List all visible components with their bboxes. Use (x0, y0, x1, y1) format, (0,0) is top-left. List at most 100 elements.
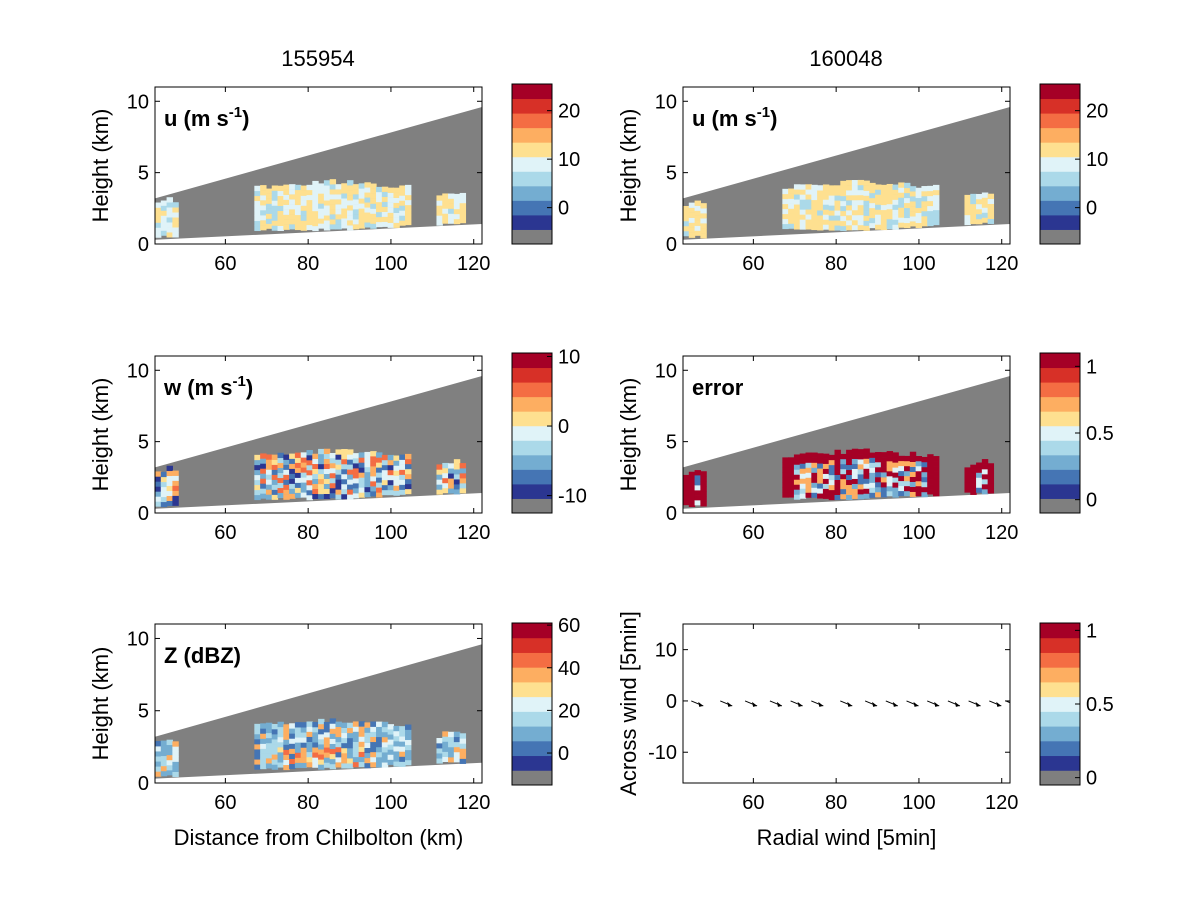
data-cell (323, 220, 331, 226)
data-cell (387, 729, 395, 735)
data-cell (300, 190, 308, 196)
data-cell (805, 492, 812, 498)
data-cell (254, 484, 261, 491)
data-cell (822, 463, 830, 469)
data-cell (811, 457, 818, 463)
data-cell (459, 748, 467, 754)
wind-arrow-head (698, 701, 704, 707)
data-cell (405, 204, 412, 211)
data-cell (817, 220, 824, 226)
x-tick-label: 80 (825, 522, 847, 544)
data-cell (347, 727, 354, 734)
data-cell (898, 207, 905, 213)
data-cell (851, 478, 859, 484)
data-cell (811, 219, 818, 226)
data-cell (927, 484, 934, 490)
data-cell (312, 180, 319, 187)
data-cell (436, 484, 443, 490)
data-cell (289, 723, 296, 729)
data-cell (915, 212, 923, 219)
data-cell (283, 464, 290, 470)
data-cell (436, 753, 443, 759)
data-cell (347, 180, 354, 186)
data-cell (323, 180, 331, 186)
data-cell (172, 227, 179, 233)
data-cell (399, 741, 406, 747)
data-cell (909, 196, 917, 202)
data-cell (341, 493, 348, 500)
data-cell (323, 453, 331, 460)
colorbar-segment (512, 498, 552, 514)
data-cell (294, 472, 302, 478)
x-tick-label: 60 (742, 522, 764, 544)
data-cell (160, 220, 168, 226)
data-cell (370, 721, 377, 727)
data-cell (341, 193, 348, 199)
data-cell (393, 207, 400, 213)
data-cell (976, 462, 983, 468)
data-cell (329, 487, 337, 494)
data-cell (405, 214, 412, 221)
data-cell (277, 225, 284, 231)
data-cell (898, 197, 905, 203)
data-cell (448, 218, 455, 224)
data-cell (828, 484, 836, 491)
data-cell (921, 456, 928, 463)
data-cell (399, 736, 406, 742)
data-cell (453, 459, 461, 465)
data-cell (880, 477, 888, 483)
data-cell (172, 490, 179, 496)
colorbar-segment (512, 623, 552, 639)
data-cell (155, 741, 162, 747)
data-cell (793, 194, 801, 200)
data-cell (329, 477, 337, 484)
plot-area (683, 106, 1010, 240)
data-cell (393, 212, 400, 218)
data-cell (277, 472, 284, 479)
data-cell (318, 473, 325, 480)
data-cell (405, 754, 412, 761)
data-cell (442, 208, 449, 214)
data-cell (300, 200, 308, 206)
data-cell (817, 488, 824, 494)
data-cell (335, 726, 342, 733)
data-cell (851, 448, 859, 454)
data-cell (306, 489, 313, 496)
data-cell (927, 469, 934, 475)
data-cell (160, 755, 168, 762)
data-cell (886, 198, 894, 205)
data-cell (915, 192, 923, 199)
x-tick-label: 100 (374, 253, 407, 275)
data-cell (172, 766, 179, 772)
data-cell (834, 479, 841, 485)
data-cell (886, 223, 894, 230)
data-cell (987, 218, 995, 224)
data-cell (393, 455, 400, 461)
data-cell (828, 215, 836, 221)
data-cell (846, 215, 853, 221)
data-cell (822, 224, 830, 230)
data-cell (892, 219, 899, 225)
data-cell (915, 197, 923, 204)
data-cell (393, 470, 400, 476)
colorbar-segment (1040, 740, 1080, 757)
colorbar-segment (1040, 726, 1080, 742)
data-cell (352, 468, 360, 474)
data-cell (405, 749, 412, 756)
data-cell (453, 741, 461, 748)
y-axis-label: Height (km) (616, 378, 641, 492)
data-cell (976, 198, 983, 205)
data-cell (788, 218, 795, 224)
data-cell (364, 752, 371, 759)
data-cell (364, 466, 371, 473)
data-cell (306, 746, 313, 753)
data-cell (289, 219, 296, 225)
data-cell (283, 224, 290, 230)
data-cell (172, 495, 179, 501)
data-cell (381, 721, 389, 728)
data-cell (448, 757, 455, 763)
data-cell (271, 215, 279, 221)
data-cell (323, 225, 331, 231)
